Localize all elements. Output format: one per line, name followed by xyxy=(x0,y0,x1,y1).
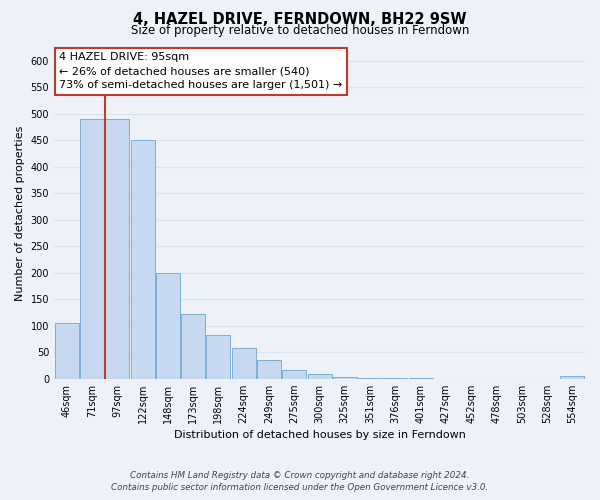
Bar xyxy=(181,314,205,378)
Bar xyxy=(257,360,281,378)
Bar xyxy=(560,376,584,378)
Text: Size of property relative to detached houses in Ferndown: Size of property relative to detached ho… xyxy=(131,24,469,37)
Bar xyxy=(131,140,155,378)
Text: Contains HM Land Registry data © Crown copyright and database right 2024.
Contai: Contains HM Land Registry data © Crown c… xyxy=(112,471,488,492)
Bar xyxy=(308,374,332,378)
Bar xyxy=(232,348,256,378)
Bar xyxy=(333,376,357,378)
Bar xyxy=(156,272,180,378)
Bar xyxy=(55,323,79,378)
Bar xyxy=(206,335,230,378)
Y-axis label: Number of detached properties: Number of detached properties xyxy=(15,126,25,301)
X-axis label: Distribution of detached houses by size in Ferndown: Distribution of detached houses by size … xyxy=(173,430,466,440)
Text: 4 HAZEL DRIVE: 95sqm
← 26% of detached houses are smaller (540)
73% of semi-deta: 4 HAZEL DRIVE: 95sqm ← 26% of detached h… xyxy=(59,52,343,90)
Bar xyxy=(105,119,129,378)
Bar xyxy=(282,370,306,378)
Text: 4, HAZEL DRIVE, FERNDOWN, BH22 9SW: 4, HAZEL DRIVE, FERNDOWN, BH22 9SW xyxy=(133,12,467,28)
Bar xyxy=(80,119,104,378)
